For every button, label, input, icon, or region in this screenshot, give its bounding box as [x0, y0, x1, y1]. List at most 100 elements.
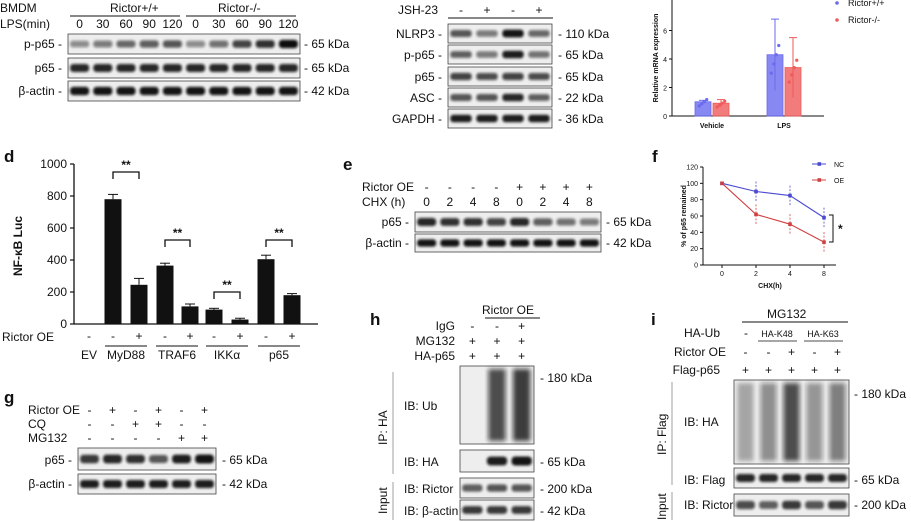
- panel-a-group-wt: Rictor+/+: [110, 1, 159, 15]
- blot-band: [528, 72, 550, 81]
- chart-d-group-label: MyD88: [107, 348, 145, 362]
- blot-smear: [806, 383, 823, 461]
- panel-a-timepoint-8: 90: [259, 17, 273, 31]
- panel-i-ha-ub-value: -: [744, 326, 748, 340]
- panel-b-mw-label-1: - 65 kDa: [558, 48, 604, 62]
- panel-i-flag-sign: +: [765, 363, 772, 377]
- chart-c-category-label: Vehicle: [700, 123, 724, 130]
- blot-band: [440, 218, 460, 226]
- blot-band: [232, 40, 252, 48]
- panel-g-sign: -: [88, 431, 92, 445]
- panel-a-timepoint-9: 120: [278, 17, 298, 31]
- blot-band: [736, 474, 755, 482]
- blot-membrane: [447, 108, 553, 129]
- panel-d-chart: d 0 200 400 600 800 1000 NF-κB Luc ** ** ** ** Rict…: [2, 147, 318, 362]
- panel-e-rictor-sign-0: -: [425, 180, 429, 194]
- panel-h-row-label-3: IB: β-actin: [404, 504, 458, 518]
- chart-d-sig-bracket: [213, 291, 241, 299]
- panel-i-input-label: Input: [655, 493, 669, 520]
- chart-c-ytick-label: 4: [663, 57, 667, 64]
- panel-a-row-label-1: p65 -: [35, 61, 62, 75]
- blot-band: [126, 454, 145, 464]
- blot-band: [511, 456, 532, 466]
- panel-i-row-label-1: IB: Flag: [684, 473, 725, 487]
- chart-c-legend: Rictor+/+ Rictor-/-: [835, 0, 885, 25]
- panel-i-rictor-sign: -: [744, 345, 748, 359]
- blot-band: [195, 454, 214, 464]
- panel-a-row-label-2: β-actin -: [18, 84, 62, 98]
- panel-i-mw-label-0: - 180 kDa: [854, 387, 906, 401]
- blot-band: [417, 239, 437, 247]
- panel-h-blot-actin: [459, 499, 535, 521]
- blot-band: [186, 64, 206, 72]
- panel-i-flag-label: Flag-p65: [673, 363, 721, 377]
- blot-band: [502, 114, 524, 123]
- panel-b-mw-label-3: - 22 kDa: [558, 91, 604, 105]
- panel-g-sign: -: [203, 417, 207, 431]
- chart-c-point: [723, 99, 727, 103]
- chart-d-ytick-label: 600: [47, 221, 67, 235]
- panel-h-ip-label: IP: HA: [376, 410, 390, 445]
- chart-f-point: [788, 222, 792, 226]
- blot-band: [103, 454, 122, 464]
- blot-band: [70, 40, 90, 48]
- chart-c-legend-marker: [835, 1, 839, 5]
- blot-band: [103, 479, 122, 489]
- panel-h-blot-rictor: [459, 477, 535, 499]
- panel-i-flag-sign: +: [834, 363, 841, 377]
- blot-band: [139, 86, 159, 96]
- blot-band: [486, 484, 508, 492]
- panel-i-blot-flag: [733, 467, 850, 489]
- blot-smear: [513, 369, 531, 441]
- blot-band: [828, 474, 847, 482]
- blot-band: [476, 114, 498, 123]
- panel-e-chx-value-5: 2: [540, 195, 547, 209]
- chart-d-rictor-sign: +: [186, 329, 193, 343]
- panel-b-blot-p65: [447, 66, 553, 87]
- chart-d-bar: [283, 295, 301, 324]
- chart-c-point: [700, 102, 704, 106]
- blot-band: [476, 51, 498, 58]
- chart-f-series-line: [721, 182, 825, 243]
- blot-band: [805, 501, 824, 509]
- panel-g-sign: +: [178, 431, 185, 445]
- blot-band: [556, 239, 576, 247]
- panel-b-row-label-3: ASC -: [410, 91, 442, 105]
- blot-membrane: [414, 211, 602, 233]
- panel-h-input-label: Input: [376, 487, 390, 514]
- chart-d-rictor-sign: +: [135, 329, 142, 343]
- chart-d-group-label: p65: [269, 348, 289, 362]
- panel-i: i MG132 HA-Ub Rictor OE Flag-p65 - HA-K48 HA…: [651, 307, 906, 520]
- blot-band: [70, 64, 90, 72]
- blot-band: [502, 93, 524, 102]
- panel-g-sign: +: [155, 403, 162, 417]
- chart-d-sig-label: **: [274, 226, 284, 240]
- chart-c-point: [772, 62, 776, 66]
- chart-f-ylabel: % of p65 remained: [681, 185, 688, 247]
- panel-i-mw-label-2: - 200 kDa: [854, 498, 906, 512]
- blot-smear: [760, 383, 777, 461]
- blot-smear: [737, 383, 754, 461]
- chart-c-point: [705, 98, 709, 102]
- panel-a-group-ko: Rictor-/-: [218, 1, 261, 15]
- panel-h-mw-label-1: - 65 kDa: [540, 455, 586, 469]
- chart-d-group-label: TRAF6: [158, 348, 196, 362]
- chart-c-ylabel: Relative mRNA expression: [653, 14, 660, 103]
- panel-g-sign: +: [155, 417, 162, 431]
- panel-h-sign: -: [495, 319, 499, 333]
- panel-a-mw-label-1: - 65 kDa: [304, 61, 350, 75]
- chart-c-point: [792, 65, 796, 70]
- blot-band: [486, 218, 506, 226]
- chart-d-rictor-sign: +: [288, 329, 295, 343]
- panel-g-treatment-label-0: Rictor OE: [28, 403, 80, 417]
- blot-band: [502, 72, 524, 81]
- panel-e-blot-actin: [414, 233, 602, 253]
- panel-g-treatment-label-2: MG132: [28, 431, 68, 445]
- panel-e-mw-label-1: - 42 kDa: [606, 236, 652, 250]
- panel-a-timepoint-4: 120: [162, 17, 182, 31]
- blot-band: [579, 239, 599, 247]
- panel-h-sign: +: [493, 349, 500, 363]
- blot-smear: [488, 369, 506, 441]
- chart-c-point: [790, 73, 794, 77]
